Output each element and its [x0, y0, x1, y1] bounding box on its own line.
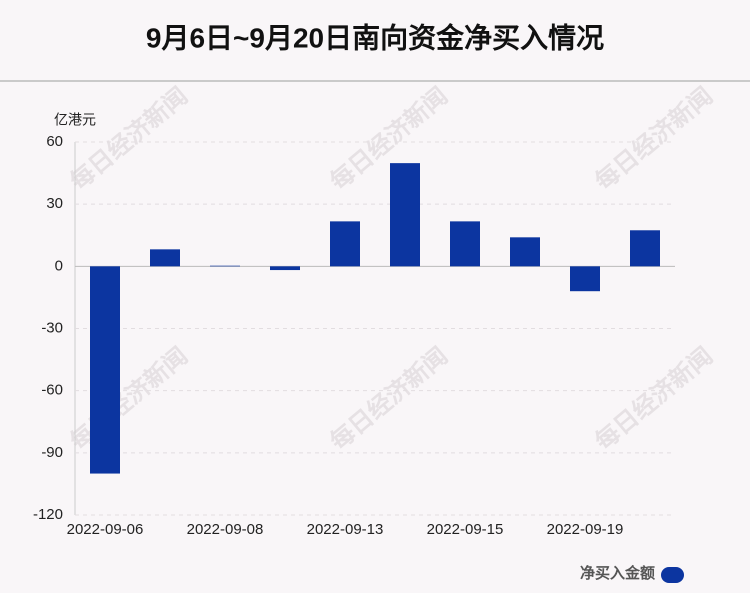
chart-title: 9月6日~9月20日南向资金净买入情况 [146, 21, 604, 53]
bar [450, 221, 480, 267]
y-tick-label: 60 [46, 133, 63, 150]
y-tick-label: -90 [41, 444, 63, 461]
bar [510, 237, 540, 267]
bar [570, 266, 600, 292]
x-tick-label: 2022-09-08 [187, 521, 264, 538]
x-tick-label: 2022-09-19 [547, 521, 624, 538]
y-axis-label: 亿港元 [54, 112, 96, 128]
legend-swatch [661, 567, 684, 583]
y-tick-label: 30 [46, 195, 63, 212]
y-tick-label: -30 [41, 319, 63, 336]
bar [90, 266, 120, 474]
y-tick-label: -60 [41, 382, 63, 399]
bar [330, 221, 360, 267]
x-tick-label: 2022-09-06 [67, 521, 144, 538]
bar [150, 249, 180, 267]
y-tick-label: -120 [33, 506, 63, 523]
bar [270, 266, 300, 271]
bar [210, 265, 240, 267]
x-tick-label: 2022-09-15 [427, 521, 504, 538]
bar [630, 230, 660, 267]
bar [390, 163, 420, 267]
legend-label: 净买入金额 [580, 564, 655, 582]
x-tick-label: 2022-09-13 [307, 521, 384, 538]
y-tick-label: 0 [55, 257, 63, 274]
